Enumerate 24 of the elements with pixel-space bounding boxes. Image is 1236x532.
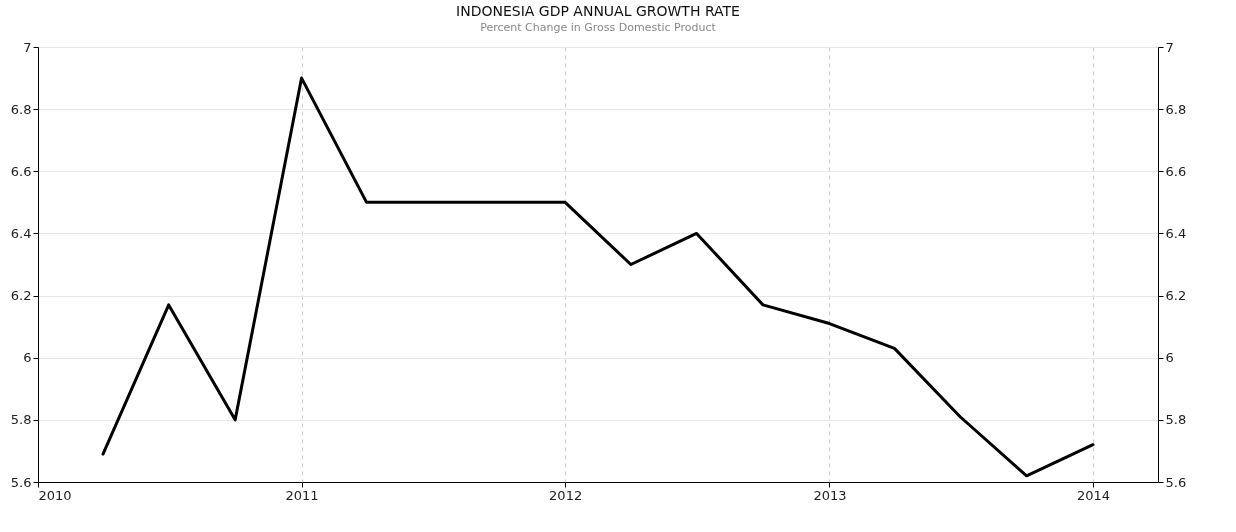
chart-subtitle: Percent Change in Gross Domestic Product xyxy=(480,21,717,34)
y2-tick-label: 6.6 xyxy=(1165,163,1187,179)
y2-tick-label: 6.8 xyxy=(1165,101,1187,117)
y-tick-label: 6.4 xyxy=(10,225,32,241)
y-tick-label: 6 xyxy=(23,350,32,366)
y-tick-label: 5.8 xyxy=(10,412,32,428)
y2-tick-label: 6.4 xyxy=(1165,225,1187,241)
y2-tick-label: 6.2 xyxy=(1165,288,1187,304)
y-tick-label: 6.8 xyxy=(10,101,32,117)
x-tick-label: 2012 xyxy=(549,487,583,503)
x-tick-label: 2010 xyxy=(38,487,72,503)
y-tick-label: 7 xyxy=(23,39,32,55)
y2-tick-label: 5.8 xyxy=(1165,412,1187,428)
y2-tick-label: 7 xyxy=(1165,39,1174,55)
x-tick-label: 2014 xyxy=(1076,487,1111,503)
line-series xyxy=(101,76,1095,478)
y2-tick-label: 6 xyxy=(1165,350,1174,366)
y-tick-label: 6.6 xyxy=(10,163,32,179)
x-tick-label: 2011 xyxy=(285,487,319,503)
chart-title: INDONESIA GDP ANNUAL GROWTH RATE xyxy=(456,3,740,19)
x-tick-label: 2013 xyxy=(813,487,847,503)
y-tick-label: 5.6 xyxy=(10,474,32,490)
y-tick-label: 6.2 xyxy=(10,288,32,304)
y2-tick-label: 5.6 xyxy=(1165,474,1187,490)
